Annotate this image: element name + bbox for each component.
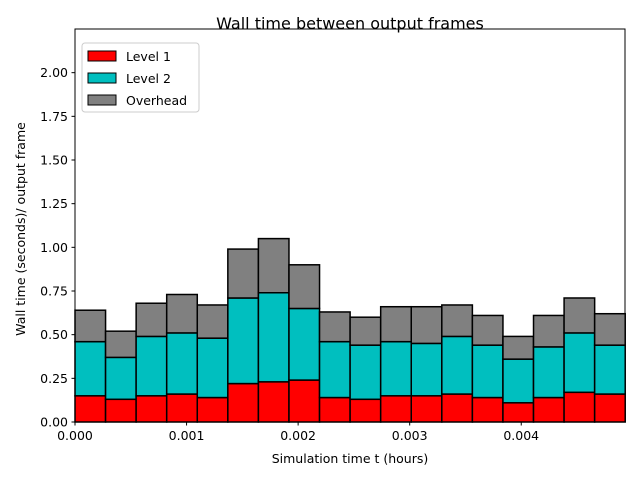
- y-tick-label: 0.75: [40, 284, 68, 299]
- legend-label: Level 1: [126, 49, 171, 64]
- x-axis-label: Simulation time t (hours): [272, 451, 429, 466]
- bar-segment-level-1-16: [563, 391, 596, 423]
- bar-segment-level-1-17: [593, 393, 626, 423]
- y-tick-label: 1.75: [40, 109, 68, 124]
- bar-segment-level-1-3: [165, 393, 199, 423]
- bar-segment-level-1-9: [349, 398, 382, 423]
- bar-segment-level-1-6: [257, 381, 290, 423]
- bar-segment-level-1-11: [410, 395, 443, 423]
- y-tick-label: 0.25: [40, 371, 68, 386]
- bar-segment-overhead-11: [410, 305, 443, 345]
- bar-segment-level-2-3: [165, 332, 199, 395]
- legend-swatch-overhead: [87, 94, 117, 106]
- x-tick-label: 0.003: [392, 428, 428, 443]
- bar-segment-level-1-12: [441, 393, 474, 423]
- bar-segment-level-2-4: [196, 337, 229, 399]
- bar-segment-level-2-0: [74, 340, 107, 397]
- bar-segment-level-1-7: [288, 379, 321, 423]
- y-tick-label: 0.50: [40, 327, 68, 342]
- y-tick-label: 2.00: [40, 65, 68, 80]
- legend-label: Level 2: [126, 71, 171, 86]
- y-tick-label: 1.25: [40, 196, 68, 211]
- bar-segment-level-1-13: [471, 396, 504, 423]
- bar-segment-overhead-13: [471, 314, 504, 346]
- bar-segment-level-2-13: [471, 344, 504, 399]
- bar-segment-overhead-7: [288, 264, 321, 310]
- bar-segment-level-2-14: [502, 358, 535, 404]
- bar-segment-overhead-15: [532, 314, 565, 348]
- bar-segment-overhead-2: [135, 302, 168, 338]
- bar-segment-overhead-3: [165, 293, 199, 334]
- bar-segment-overhead-0: [74, 309, 107, 343]
- bar-segment-overhead-10: [379, 305, 412, 343]
- legend-swatch-level-1: [87, 50, 117, 62]
- bar-segment-level-2-6: [257, 291, 290, 383]
- x-tick-label: 0.004: [503, 428, 539, 443]
- chart-title: Wall time between output frames: [216, 14, 484, 33]
- x-tick-label: 0.002: [280, 428, 316, 443]
- bar-segment-level-2-17: [593, 344, 626, 395]
- legend-swatch-level-2: [87, 72, 117, 84]
- bar-segment-overhead-1: [104, 330, 137, 359]
- bar-segment-level-2-7: [288, 307, 321, 381]
- bar-segment-level-1-0: [74, 395, 107, 423]
- bar-segment-overhead-9: [349, 316, 382, 346]
- axes-frame: [74, 28, 626, 423]
- x-tick-label: 0.001: [169, 428, 205, 443]
- bar-segment-level-1-4: [196, 396, 229, 423]
- legend: Level 1 Level 2 Overhead: [81, 42, 200, 113]
- x-tick-label: 0.000: [57, 428, 93, 443]
- bar-segment-level-1-15: [532, 396, 565, 423]
- bar-segment-level-1-5: [227, 382, 260, 423]
- bar-segment-level-2-2: [135, 335, 168, 397]
- bar-segment-overhead-5: [227, 248, 260, 299]
- bar-segment-level-2-11: [410, 342, 443, 397]
- bar-segment-overhead-16: [563, 297, 596, 334]
- y-tick-label: 1.00: [40, 240, 68, 255]
- bar-segment-overhead-4: [196, 304, 229, 339]
- axes: 0.00 0.25 0.50 0.75 1.00 1.25 1.50 1.75 2.00 0.00…: [40, 28, 626, 443]
- bar-segment-overhead-12: [441, 304, 474, 338]
- bar-segment-level-2-8: [318, 340, 351, 399]
- y-tick-label: 1.50: [40, 153, 68, 168]
- bar-segment-level-1-10: [379, 395, 412, 423]
- legend-label: Overhead: [126, 93, 187, 108]
- bar-segment-level-2-5: [227, 297, 260, 385]
- bar-segment-level-1-1: [104, 398, 137, 423]
- bar-segment-overhead-14: [502, 335, 535, 360]
- bar-segment-level-2-16: [563, 332, 596, 394]
- y-tick-label: 0.00: [40, 415, 68, 430]
- bar-segment-overhead-17: [593, 312, 626, 346]
- bar-segment-level-1-8: [318, 396, 351, 423]
- bar-segment-level-2-1: [104, 356, 137, 401]
- bar-segment-level-2-9: [349, 344, 382, 401]
- bar-segment-overhead-6: [257, 237, 290, 294]
- y-axis-label: Wall time (seconds)/ output frame: [13, 122, 28, 336]
- bar-segment-level-2-12: [441, 335, 474, 395]
- bar-segment-level-1-14: [502, 402, 535, 423]
- bar-segment-level-1-2: [135, 395, 168, 423]
- bar-segment-overhead-8: [318, 311, 351, 343]
- bar-segment-level-2-15: [532, 346, 565, 399]
- plot-area: [74, 237, 626, 423]
- bar-segment-level-2-10: [379, 340, 412, 397]
